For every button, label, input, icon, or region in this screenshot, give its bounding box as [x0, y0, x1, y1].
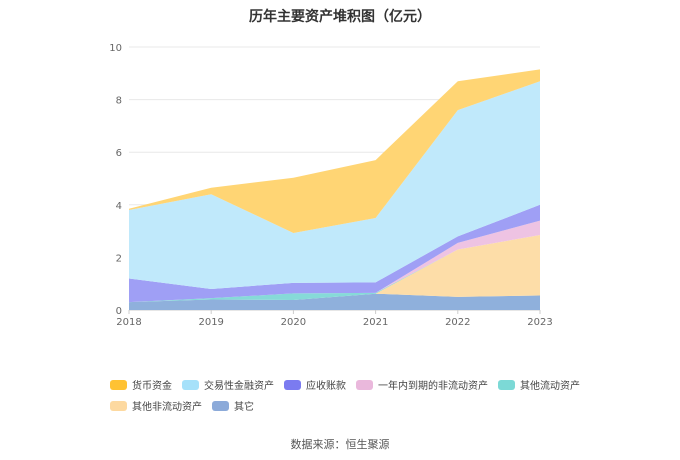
y-tick-label: 2	[116, 253, 122, 264]
legend-label: 其他非流动资产	[132, 402, 202, 413]
chart-title: 历年主要资产堆积图（亿元）	[249, 9, 431, 25]
x-tick-label: 2021	[363, 317, 388, 328]
y-tick-label: 0	[116, 306, 122, 317]
legend-item[interactable]: 其它	[212, 398, 254, 413]
y-tick-label: 10	[109, 43, 122, 54]
x-tick-label: 2019	[198, 317, 223, 328]
x-tick-label: 2020	[281, 317, 306, 328]
area-layer	[129, 69, 540, 310]
legend-swatch	[284, 379, 301, 390]
x-tick-label: 2022	[445, 317, 470, 328]
legend-swatch	[498, 379, 515, 390]
data-source: 数据来源：恒生聚源	[290, 438, 390, 451]
legend-label: 应收账款	[306, 381, 346, 392]
legend-item[interactable]: 其他流动资产	[498, 377, 580, 392]
legend-swatch	[356, 379, 373, 390]
legend-item[interactable]: 货币资金	[110, 377, 172, 392]
legend-label: 货币资金	[132, 381, 172, 392]
area-series-其他非流动资产	[129, 235, 540, 303]
legend-swatch	[110, 400, 127, 411]
legend-item[interactable]: 一年内到期的非流动资产	[356, 377, 488, 392]
area-series-货币资金	[129, 69, 540, 233]
area-series-应收账款	[129, 204, 540, 303]
legend-item[interactable]: 交易性金融资产	[182, 377, 274, 392]
x-tick-label: 2018	[116, 317, 141, 328]
legend-label: 交易性金融资产	[204, 381, 274, 392]
legend-item[interactable]: 其他非流动资产	[110, 398, 202, 413]
legend-swatch	[110, 379, 127, 390]
area-series-交易性金融资产	[129, 81, 540, 289]
x-tick-label: 2023	[527, 317, 552, 328]
legend-swatch	[212, 400, 229, 411]
legend-label: 其他流动资产	[520, 381, 580, 392]
axis-layer: 0 2 4 6 8 10 2018 2019 2020 2021 2022 2023	[109, 43, 552, 328]
stacked-area-chart: 0 2 4 6 8 10 2018 2019 2020 2021 2022 2023	[109, 43, 552, 328]
legend-item[interactable]: 应收账款	[284, 377, 346, 392]
y-tick-label: 4	[116, 201, 122, 212]
legend-swatch	[182, 379, 199, 390]
area-series-其它	[129, 293, 540, 310]
y-tick-label: 6	[116, 148, 122, 159]
legend: 货币资金 交易性金融资产 应收账款 一年内到期的非流动资产 其他流动资产其他非流动资产 其…	[110, 377, 600, 413]
y-tick-label: 8	[116, 96, 122, 107]
legend-label: 其它	[234, 402, 254, 413]
legend-label: 一年内到期的非流动资产	[378, 381, 488, 392]
